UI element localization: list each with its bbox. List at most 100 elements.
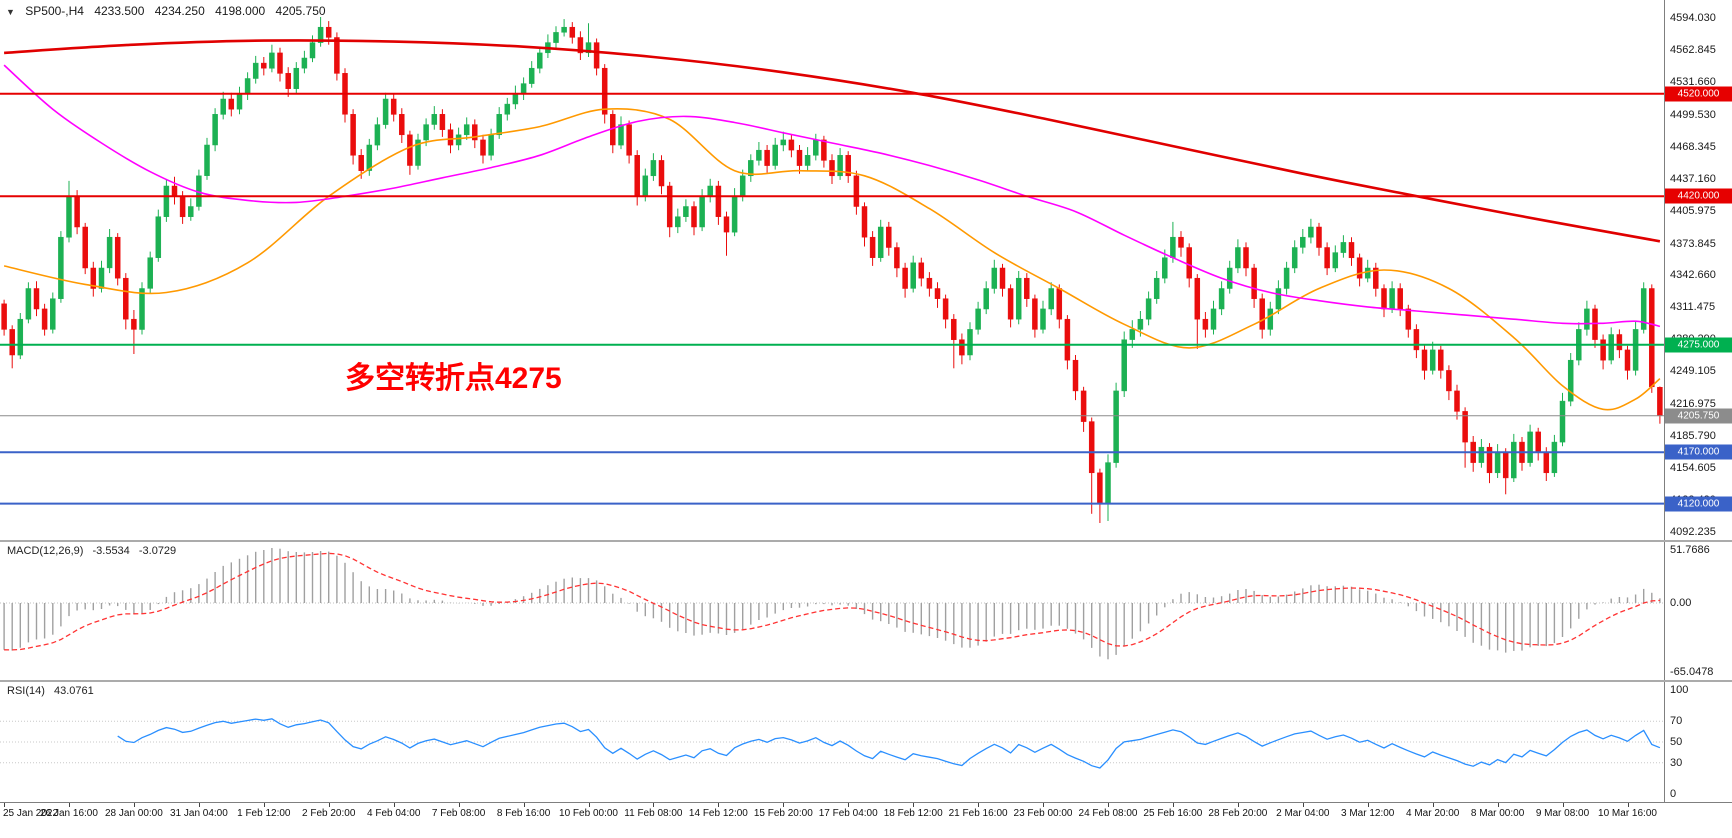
macd-axis-label: 51.7686 — [1670, 544, 1710, 556]
ma-medium-magenta-line[interactable] — [3, 64, 1661, 328]
time-tick — [1627, 803, 1629, 807]
time-axis-label: 31 Jan 04:00 — [169, 808, 228, 819]
rsi-name: RSI(14) — [7, 685, 45, 697]
time-tick — [1172, 803, 1174, 807]
price-axis-label: 4531.660 — [1670, 75, 1716, 88]
time-axis-label: 25 Jan 2022 — [3, 808, 59, 819]
time-axis-label: 8 Mar 00:00 — [1470, 808, 1525, 819]
time-axis-label: 4 Feb 04:00 — [367, 808, 421, 819]
time-axis[interactable]: 25 Jan 2022 26 Jan 16:00 28 Jan 00:00 31 Ja… — [0, 802, 1732, 838]
time-tick — [1043, 803, 1044, 807]
time-axis-label: 23 Feb 00:00 — [1013, 808, 1073, 819]
time-tick — [1237, 803, 1239, 807]
open-value: 4233.500 — [94, 4, 145, 18]
rsi-panel: 100 70 50 30 0 RSI(14) 43.0761 — [0, 680, 1732, 802]
price-tag-4275.000: 4275.000 — [1665, 337, 1732, 353]
time-tick — [1432, 803, 1434, 807]
price-axis-label: 4405.975 — [1670, 204, 1716, 217]
macd-panel: 51.7686 0.00 -65.0478 MACD(12,26,9) -3.553… — [0, 540, 1732, 680]
price-axis-label: 4468.345 — [1670, 140, 1716, 153]
time-tick — [1562, 803, 1564, 807]
price-axis-label: 4154.605 — [1670, 462, 1716, 475]
time-axis-label: 4 Mar 20:00 — [1406, 808, 1460, 819]
macd-main-value: -3.5534 — [92, 545, 130, 557]
rsi-axis-label: 50 — [1670, 736, 1683, 748]
price-axis-label: 4373.845 — [1670, 237, 1716, 250]
time-axis-label: 2 Mar 04:00 — [1276, 808, 1330, 819]
price-axis-label: 4216.975 — [1670, 398, 1716, 411]
time-axis-label: 10 Feb 00:00 — [559, 808, 618, 819]
time-tick — [1367, 803, 1369, 807]
price-tag-4205.750: 4205.750 — [1665, 408, 1732, 424]
expand-arrow-icon: ▼ — [6, 7, 15, 17]
macd-histogram[interactable] — [3, 548, 1661, 660]
macd-axis-label: 0.00 — [1670, 596, 1692, 609]
time-tick — [848, 803, 850, 807]
ma-slow-red-line[interactable] — [4, 39, 1661, 243]
macd-chart[interactable] — [0, 542, 1664, 680]
price-axis-label: 4311.475 — [1670, 301, 1716, 314]
time-axis-label: 11 Feb 08:00 — [624, 808, 683, 819]
macd-axis[interactable]: 51.7686 0.00 -65.0478 — [1664, 542, 1732, 680]
price-axis-label: 4185.790 — [1670, 430, 1716, 443]
price-axis[interactable]: 4594.030 4562.845 4531.660 4499.530 4468.345… — [1664, 0, 1732, 540]
time-axis-label: 17 Feb 04:00 — [818, 808, 878, 819]
rsi-line[interactable] — [117, 718, 1661, 769]
rsi-axis-label: 70 — [1670, 715, 1683, 728]
price-tag-4120.000: 4120.000 — [1665, 496, 1732, 512]
time-axis-label: 26 Jan 16:00 — [40, 808, 98, 819]
time-axis-label: 10 Mar 16:00 — [1598, 808, 1657, 819]
ma-fast-orange-line[interactable] — [3, 108, 1661, 411]
high-value: 4234.250 — [154, 4, 205, 18]
time-tick — [588, 803, 590, 807]
time-axis-label: 24 Feb 08:00 — [1078, 808, 1138, 819]
time-axis-label: 25 Feb 16:00 — [1143, 808, 1203, 819]
price-axis-label: 4499.530 — [1670, 108, 1716, 121]
time-axis-label: 18 Feb 12:00 — [883, 808, 943, 819]
price-axis-label: 4562.845 — [1670, 43, 1716, 56]
symbol-period: SP500-,H4 — [25, 4, 84, 18]
time-tick — [263, 803, 265, 807]
time-tick — [1302, 803, 1304, 807]
time-axis-label: 1 Feb 12:00 — [237, 808, 291, 819]
time-axis-label: 14 Feb 12:00 — [688, 808, 748, 819]
time-tick — [328, 803, 330, 807]
price-chart[interactable] — [0, 0, 1664, 540]
time-tick — [1497, 803, 1499, 807]
macd-signal-value: -3.0729 — [138, 545, 177, 557]
time-tick — [718, 803, 720, 807]
time-axis-label: 28 Jan 00:00 — [104, 808, 163, 819]
macd-label: MACD(12,26,9) -3.5534 -3.0729 — [7, 545, 182, 557]
time-axis-label: 28 Feb 20:00 — [1208, 808, 1268, 819]
time-tick — [913, 803, 915, 807]
rsi-label: RSI(14) 43.0761 — [7, 685, 100, 697]
time-tick — [69, 803, 70, 807]
time-tick — [198, 803, 200, 807]
macd-name: MACD(12,26,9) — [7, 545, 84, 557]
time-tick — [1108, 803, 1109, 807]
rsi-axis-label: 100 — [1670, 684, 1689, 696]
chart-ohlc-title: ▼ SP500-,H4 4233.500 4234.250 4198.000 4… — [6, 4, 333, 18]
price-axis-label: 4437.160 — [1670, 172, 1716, 185]
time-tick — [393, 803, 395, 807]
time-axis-label: 15 Feb 20:00 — [753, 808, 813, 819]
time-axis-label: 21 Feb 16:00 — [948, 808, 1008, 819]
rsi-axis[interactable]: 100 70 50 30 0 — [1664, 682, 1732, 802]
macd-axis-label: -65.0478 — [1670, 666, 1714, 678]
time-tick — [458, 803, 460, 807]
rsi-chart[interactable] — [0, 682, 1664, 802]
macd-signal-line[interactable] — [4, 552, 1660, 651]
time-tick — [4, 803, 6, 807]
price-tag-4520.000: 4520.000 — [1665, 86, 1732, 102]
rsi-axis-label: 30 — [1670, 756, 1683, 769]
chart-annotation[interactable]: 多空转折点4275 — [344, 361, 562, 395]
rsi-value: 43.0761 — [53, 685, 94, 697]
candles-layer[interactable] — [1, 17, 1663, 523]
time-tick — [133, 803, 135, 807]
price-axis-label: 4092.235 — [1670, 526, 1716, 538]
time-axis-label: 9 Mar 08:00 — [1535, 808, 1590, 819]
time-tick — [783, 803, 785, 807]
price-axis-label: 4249.105 — [1670, 365, 1716, 378]
price-tag-4170.000: 4170.000 — [1665, 444, 1732, 460]
